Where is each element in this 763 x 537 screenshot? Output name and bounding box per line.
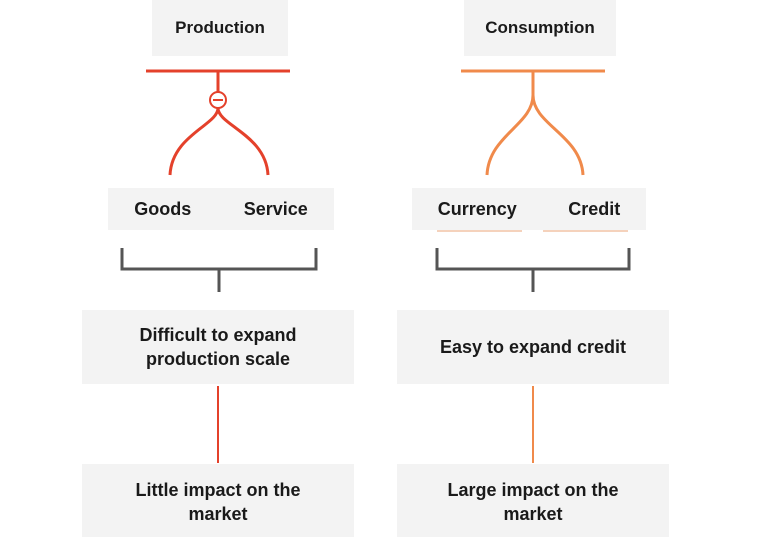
production-items-box: Goods Service — [108, 188, 334, 230]
item-currency[interactable]: Currency — [437, 198, 517, 219]
consumption-title-box[interactable]: Consumption — [464, 0, 616, 56]
consumption-branch-currency — [485, 94, 535, 176]
production-branch-goods — [168, 107, 220, 176]
production-outcome-box[interactable]: Little impact on the market — [82, 464, 354, 537]
production-bracket — [120, 248, 318, 271]
consumption-summary-box[interactable]: Easy to expand credit — [397, 310, 669, 384]
production-summary: Difficult to expand production scale — [139, 325, 297, 369]
item-credit[interactable]: Credit — [568, 198, 621, 219]
production-title-box[interactable]: Production — [152, 0, 288, 56]
item-service[interactable]: Service — [243, 198, 308, 219]
consumption-outcome-box[interactable]: Large impact on the market — [397, 464, 669, 537]
consumption-branch-credit — [531, 94, 585, 176]
consumption-summary: Easy to expand credit — [439, 337, 627, 357]
production-outcome: Little impact on the market — [135, 480, 301, 524]
production-title: Production — [175, 18, 265, 37]
item-goods[interactable]: Goods — [134, 198, 192, 219]
consumption-bracket — [435, 248, 631, 271]
consumption-title: Consumption — [485, 18, 595, 37]
consumption-items-box: Currency Credit — [412, 188, 646, 230]
production-branch-service — [216, 107, 270, 176]
production-summary-box[interactable]: Difficult to expand production scale — [82, 310, 354, 384]
consumption-outcome: Large impact on the market — [447, 480, 619, 524]
